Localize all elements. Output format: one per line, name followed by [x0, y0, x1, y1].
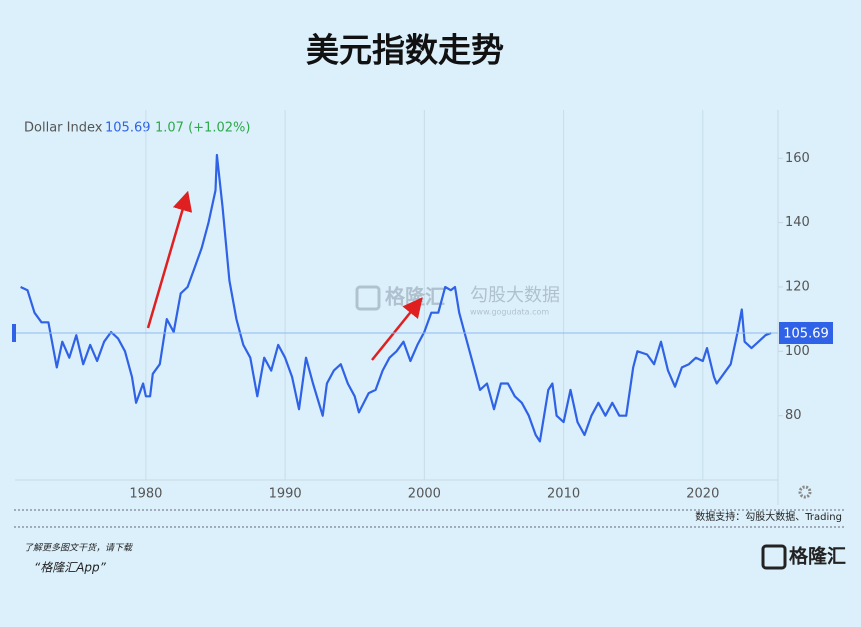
x-tick-label: 2010 — [547, 487, 580, 502]
y-tick-label: 160 — [785, 151, 810, 166]
footer-app: “格隆汇App” — [34, 561, 107, 575]
current-value: 105.69 — [105, 121, 151, 136]
annotation-arrow — [371, 297, 423, 361]
y-tick-label: 140 — [785, 215, 810, 230]
annotation-arrow — [146, 190, 193, 329]
x-tick-label: 2020 — [686, 487, 719, 502]
x-tick-label: 1990 — [269, 487, 302, 502]
watermark-url: www.gogudata.com — [470, 308, 549, 317]
current-value-badge — [779, 321, 833, 344]
line — [20, 153, 772, 443]
x-tick-label: 2000 — [408, 487, 441, 502]
watermark-icon — [355, 285, 381, 311]
y-tick-label: 100 — [785, 344, 810, 359]
chart-title: 美元指数走势 — [306, 31, 504, 70]
source: 数据支持：勾股大数据、Trading — [695, 510, 842, 523]
series-name: Dollar Index — [24, 121, 103, 136]
settings-icon[interactable] — [798, 485, 812, 499]
change: 1.07 (+1.02%) — [155, 121, 250, 136]
footer-line: 了解更多图文干货，请下载 — [24, 543, 133, 554]
footer-icon — [761, 544, 787, 570]
current-value-marker — [12, 323, 16, 342]
footer-logo: 格隆汇 — [789, 545, 846, 568]
y-tick-label: 80 — [785, 408, 802, 423]
current-value-badge-label: 105.69 — [783, 326, 829, 341]
watermark-brand: 勾股大数据 — [470, 285, 560, 306]
x-tick-label: 1980 — [129, 487, 162, 502]
y-tick-label: 120 — [785, 279, 810, 294]
